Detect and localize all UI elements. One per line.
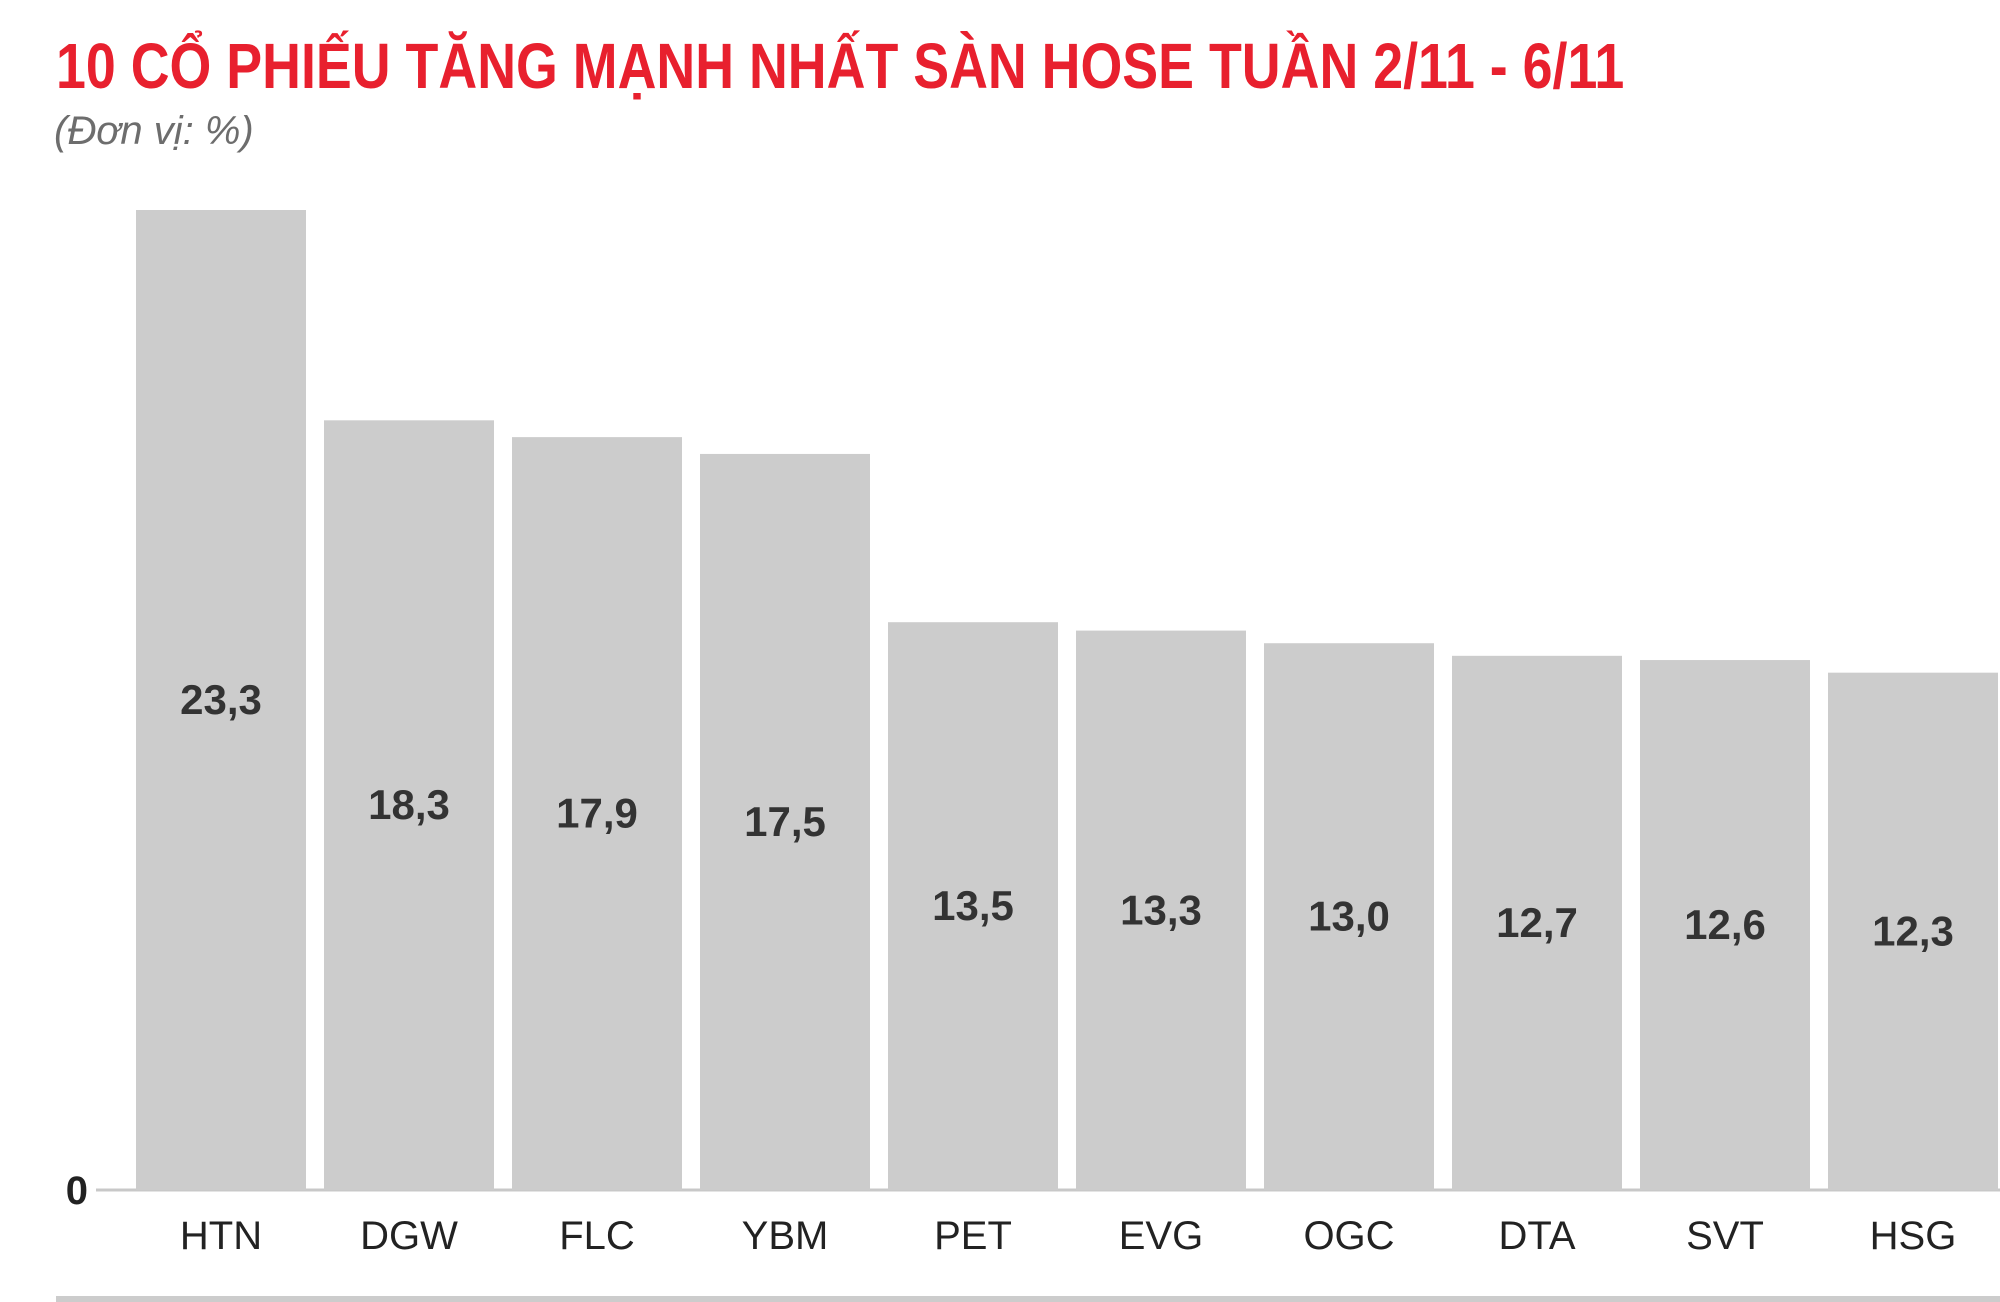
x-tick-label: YBM xyxy=(742,1214,829,1258)
bar-ogc xyxy=(1264,643,1434,1190)
bar-htn xyxy=(136,210,306,1190)
bar-flc xyxy=(512,437,682,1190)
x-tick-label: PET xyxy=(934,1214,1012,1258)
data-label: 23,3 xyxy=(180,676,262,723)
bar-pet xyxy=(888,622,1058,1190)
data-label: 18,3 xyxy=(368,781,450,828)
x-tick-label: DGW xyxy=(360,1214,458,1258)
data-label: 13,3 xyxy=(1120,886,1202,933)
chart-title: 10 CỔ PHIẾU TĂNG MẠNH NHẤT SÀN HOSE TUẦN… xyxy=(56,30,1625,102)
bottom-divider xyxy=(56,1296,2000,1302)
x-tick-label: DTA xyxy=(1498,1214,1575,1258)
x-tick-label: HTN xyxy=(180,1214,262,1258)
data-label: 13,5 xyxy=(932,882,1014,929)
x-tick-label: HSG xyxy=(1870,1214,1957,1258)
bar-hsg xyxy=(1828,672,1998,1190)
bar-evg xyxy=(1076,630,1246,1190)
x-tick-label: OGC xyxy=(1303,1214,1394,1258)
y-tick-label: 0 xyxy=(66,1169,88,1213)
bar-dgw xyxy=(324,420,494,1190)
x-tick-label: SVT xyxy=(1686,1214,1764,1258)
data-label: 13,0 xyxy=(1308,893,1390,940)
bar-svt xyxy=(1640,660,1810,1190)
data-label: 12,6 xyxy=(1684,901,1766,948)
x-tick-label: EVG xyxy=(1119,1214,1203,1258)
bar-dta xyxy=(1452,655,1622,1190)
data-label: 12,7 xyxy=(1496,899,1578,946)
data-label: 17,9 xyxy=(556,790,638,837)
bar-ybm xyxy=(700,453,870,1190)
x-tick-label: FLC xyxy=(559,1214,635,1258)
data-label: 12,3 xyxy=(1872,907,1954,954)
unit-label: (Đơn vị: %) xyxy=(54,109,254,153)
data-label: 17,5 xyxy=(744,798,826,845)
